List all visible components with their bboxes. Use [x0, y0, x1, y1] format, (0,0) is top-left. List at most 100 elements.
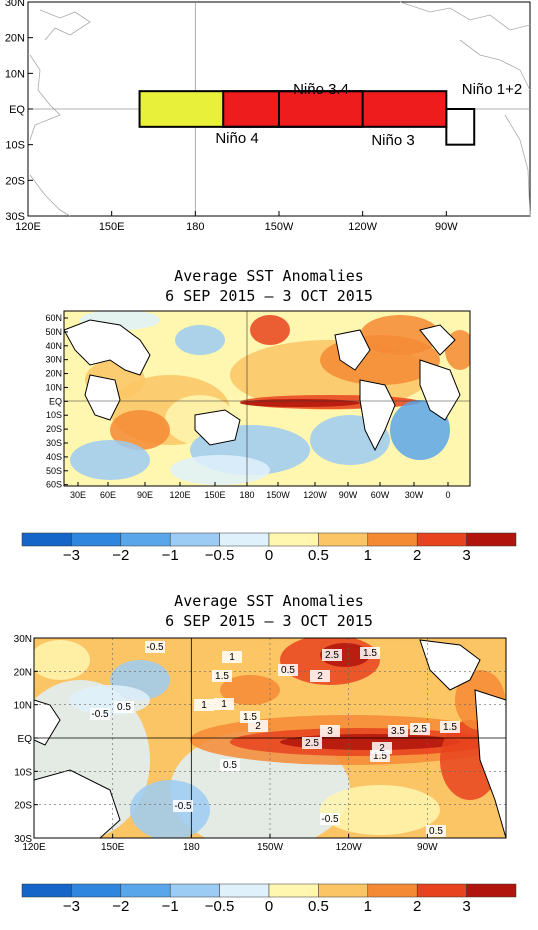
landmass — [334, 329, 371, 371]
landmass — [419, 324, 456, 356]
x-tick-label: 30E — [70, 490, 86, 500]
contour-label-bg — [114, 701, 134, 713]
contour-label: 1.5 — [443, 722, 457, 733]
pacific-chart-title-line2: 6 SEP 2015 – 3 OCT 2015 — [165, 612, 373, 630]
colorbar-swatch — [268, 883, 319, 898]
y-tick-label: 10N — [5, 68, 25, 80]
coastline — [29, 54, 61, 141]
colorbar-swatch — [466, 883, 517, 898]
x-tick-label: 90W — [435, 221, 458, 233]
global-sst-map-svg: 30E 60E 90E 120E 150E 180 150W 120W 90W 60W 30W 0 60… — [45, 310, 471, 500]
colorbar-1 — [21, 532, 517, 547]
contour-label: 0.5 — [429, 826, 443, 837]
contour-label: 0.5 — [281, 665, 295, 676]
contour-label: 1.5 — [215, 671, 229, 682]
contour-label: 0.5 — [117, 702, 131, 713]
landmass — [359, 379, 396, 452]
contour-label: 1 — [229, 652, 235, 663]
y-tick-label: 30S — [5, 211, 25, 223]
y-tick-label: 50N — [45, 327, 62, 337]
x-tick-label: 180 — [239, 490, 254, 500]
y-tick-label: 30N — [45, 355, 62, 365]
colorbar-tick-label: −2 — [112, 898, 130, 915]
anomaly-patch — [130, 780, 210, 838]
colorbar-swatch — [318, 883, 369, 898]
contour-label-bg — [388, 725, 408, 737]
coastline — [29, 174, 71, 217]
colorbar-tick-label: 0 — [264, 547, 274, 564]
contour-label-bg — [410, 723, 430, 735]
contour-label-bg — [222, 651, 242, 663]
colorbar-swatch — [21, 883, 72, 898]
contour-label-bg — [320, 725, 340, 737]
landmass — [419, 639, 481, 691]
x-tick-label: 120E — [22, 842, 46, 853]
contour-label-bg — [440, 721, 460, 733]
anomaly-patch — [170, 455, 270, 485]
x-tick-label: 90W — [417, 842, 438, 853]
colorbar-swatch — [367, 883, 418, 898]
landmass — [34, 699, 61, 746]
contour-label-bg — [360, 647, 380, 659]
x-tick-label: 60E — [100, 490, 116, 500]
colorbar-swatch — [120, 883, 171, 898]
region-outline-3 — [445, 108, 476, 146]
colorbar-tick-label: 2 — [413, 547, 422, 564]
coastline — [459, 39, 531, 91]
landmass — [419, 359, 461, 421]
colorbar-tick-label: 3 — [462, 898, 471, 915]
nino-region-map-svg: Niño 4 Niño 3.4 Niño 3 Niño 1+2 120E 150E 180 1… — [5, 0, 531, 233]
contour-label: 1.5 — [373, 751, 387, 762]
colorbar-swatch — [169, 883, 220, 898]
colorbar-swatch — [466, 532, 517, 547]
y-tick-label: 20S — [14, 801, 32, 812]
x-tick-label: 120W — [303, 490, 327, 500]
contour-label: 2 — [317, 671, 323, 682]
contour-label-bg — [302, 737, 322, 749]
region-label-nino12: Niño 1+2 — [462, 81, 522, 98]
contour-label-bg — [145, 641, 165, 653]
anomaly-patch — [390, 400, 450, 460]
colorbar-swatch — [71, 883, 122, 898]
y-tick-label: 10S — [5, 140, 25, 152]
y-tick-label: 20N — [5, 33, 25, 45]
anomaly-patch — [34, 640, 90, 680]
colorbar-tick-label: −3 — [62, 547, 80, 564]
coastline — [399, 1, 531, 31]
x-tick-label: 150W — [265, 221, 294, 233]
x-tick-label: 90E — [137, 490, 153, 500]
y-tick-label: 30S — [46, 438, 62, 448]
x-tick-label: 180 — [186, 221, 204, 233]
global-field — [64, 311, 470, 486]
landmass — [84, 374, 121, 421]
contour-label: 1.5 — [243, 712, 257, 723]
anomaly-patch — [175, 325, 225, 355]
y-tick-label: 30S — [14, 834, 32, 845]
contour-label: 2.5 — [325, 650, 339, 661]
colorbar-tick-label: 2 — [413, 898, 422, 915]
colorbar-tick-label: −0.5 — [204, 547, 235, 564]
x-tick-label: 120W — [336, 842, 363, 853]
contour-label: 1 — [221, 699, 227, 710]
landmass — [194, 409, 241, 446]
colorbar-tick-label: 0 — [264, 898, 274, 915]
contour-label: 2.5 — [305, 738, 319, 749]
contour-label: 3.5 — [391, 726, 405, 737]
y-tick-label: 60S — [46, 480, 62, 490]
landmass — [474, 689, 506, 838]
y-tick-label: 20S — [5, 175, 25, 187]
contour-label-bg — [278, 664, 298, 676]
x-tick-label: 180 — [183, 842, 200, 853]
x-tick-label: 150W — [257, 842, 284, 853]
contour-label-bg — [194, 699, 214, 711]
y-tick-label: 50S — [46, 466, 62, 476]
colorbar-tick-label: −0.5 — [204, 898, 235, 915]
x-tick-label: 120W — [348, 221, 377, 233]
colorbar-tick-label: 1 — [363, 547, 372, 564]
contour-label: 2.5 — [413, 724, 427, 735]
colorbar-2-svg — [21, 883, 517, 898]
anomaly-patch — [250, 315, 290, 345]
contour-label: 1.5 — [363, 648, 377, 659]
colorbar-swatch — [416, 883, 467, 898]
